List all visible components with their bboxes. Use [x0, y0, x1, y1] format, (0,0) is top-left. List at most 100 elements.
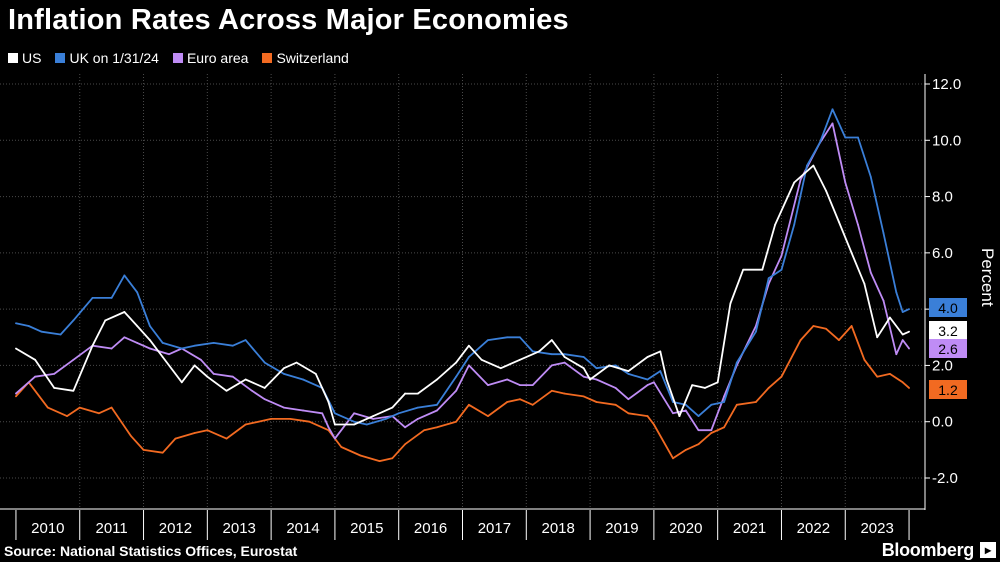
series-0-point-27 [455, 361, 458, 364]
ytick-label-2: 8.0 [932, 189, 953, 206]
series-3-point-51 [812, 325, 815, 327]
series-3-point-50 [799, 339, 802, 341]
series-2-point-38 [627, 398, 630, 401]
series-2-point-15 [263, 398, 266, 401]
legend-label-euro: Euro area [186, 50, 249, 66]
series-2-point-0 [15, 392, 17, 395]
series-2-point-53 [844, 181, 847, 184]
series-2-point-5 [110, 347, 113, 350]
series-1-point-49 [780, 268, 783, 271]
series-0-point-21 [353, 423, 355, 426]
series-2-point-14 [251, 389, 253, 392]
legend-swatch-euro [172, 53, 183, 63]
series-3-point-22 [378, 460, 381, 463]
series-0-point-9 [161, 356, 164, 358]
xtick-label-3: 2013 [223, 520, 256, 537]
series-0-point-28 [467, 344, 470, 347]
xtick-label-5: 2015 [350, 520, 383, 537]
series-0-point-2 [53, 387, 56, 389]
series-2-point-35 [582, 375, 585, 378]
series-3-point-35 [582, 395, 585, 398]
series-1-point-0 [15, 322, 17, 325]
series-1-point-28 [467, 356, 470, 358]
series-3-point-24 [404, 443, 406, 446]
series-1-point-51 [806, 164, 808, 167]
end-label-0: 4.0 [938, 300, 958, 316]
series-3-point-17 [289, 418, 292, 420]
xtick-label-6: 2016 [414, 520, 447, 537]
series-3-point-4 [78, 406, 81, 409]
series-0-point-40 [659, 350, 662, 353]
series-3-point-25 [423, 429, 426, 432]
legend-item-uk: UK on 1/31/24 [55, 50, 159, 66]
series-0-point-19 [327, 401, 330, 403]
series-3-point-46 [735, 403, 738, 406]
xtick-label-9: 2019 [605, 520, 638, 537]
xtick-label-12: 2022 [797, 520, 830, 537]
series-2-point-44 [710, 429, 713, 432]
series-1-point-14 [231, 344, 234, 347]
series-2-point-24 [404, 426, 406, 429]
series-2-point-30 [506, 378, 509, 381]
series-3-point-55 [863, 358, 866, 361]
series-3-point-42 [684, 448, 687, 451]
series-0-point-32 [538, 350, 540, 353]
series-1-point-59 [901, 311, 904, 313]
series-1-point-30 [506, 336, 509, 339]
series-0-point-56 [876, 336, 879, 339]
series-0-point-11 [193, 364, 196, 367]
series-3-point-10 [174, 437, 177, 440]
series-3-point-26 [436, 426, 438, 429]
series-3-point-48 [767, 387, 770, 389]
series-1-point-12 [193, 344, 196, 347]
series-0-point-44 [704, 387, 706, 389]
series-3-point-32 [531, 403, 534, 406]
series-0-point-36 [589, 378, 591, 381]
series-3-point-16 [270, 418, 273, 420]
series-1-point-46 [735, 361, 738, 364]
series-3-point-37 [614, 403, 617, 406]
series-0-point-41 [665, 378, 668, 381]
series-0-point-13 [225, 389, 228, 392]
series-2-point-19 [327, 426, 330, 429]
source-note: Source: National Statistics Offices, Eur… [4, 543, 298, 559]
series-0-point-43 [691, 384, 694, 387]
series-2-point-54 [857, 223, 859, 226]
series-3-point-54 [850, 325, 853, 327]
series-0-point-0 [15, 347, 17, 350]
series-2-point-32 [531, 384, 534, 387]
series-0-point-46 [729, 302, 732, 305]
series-2-point-27 [455, 389, 458, 392]
ytick-label-1: 10.0 [932, 132, 961, 149]
series-0-point-12 [206, 375, 209, 378]
series-3-point-14 [244, 423, 247, 426]
series-0-point-10 [180, 381, 183, 384]
series-1-point-16 [263, 361, 266, 364]
series-3-point-31 [519, 398, 521, 401]
series-2-point-2 [53, 372, 56, 375]
series-2-point-41 [672, 412, 674, 415]
y-axis-label: Percent [978, 248, 997, 307]
series-1-point-31 [519, 336, 521, 339]
series-3-point-21 [359, 454, 362, 457]
series-1-point-5 [91, 296, 94, 299]
ytick-label-3: 6.0 [932, 245, 953, 262]
series-1-point-36 [595, 367, 598, 370]
axis-layer: 12.0 10.0 8.0 6.0 4.0 2.0 0.0 -2.0 2010 2011 2012 2… [0, 74, 997, 540]
series-0-point-33 [550, 339, 553, 341]
series-0-point-8 [149, 339, 151, 341]
series-3-point-29 [487, 415, 489, 417]
end-label-box-1 [929, 321, 967, 340]
series-1-point-58 [895, 291, 898, 294]
series-3-point-43 [697, 443, 700, 446]
series-0-point-49 [774, 223, 776, 226]
series-2-point-42 [684, 409, 687, 412]
grid-layer [0, 74, 925, 507]
series-1-point-7 [123, 274, 126, 277]
series-1-point-37 [614, 364, 617, 367]
series-1-point-47 [755, 330, 757, 333]
series-3-point-7 [129, 434, 132, 437]
series-3-point-3 [66, 415, 68, 417]
end-label-3: 1.2 [938, 382, 958, 398]
